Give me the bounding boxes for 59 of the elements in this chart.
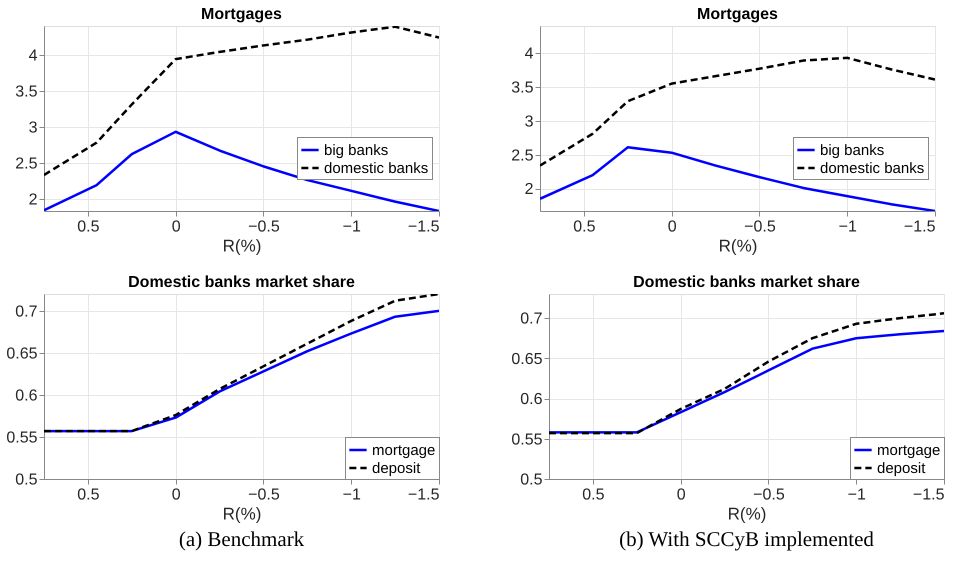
x-tick-label: −1 — [342, 218, 361, 236]
y-tick-label: 3.5 — [511, 79, 534, 96]
text: (a) Benchmark — [178, 527, 305, 551]
chart-title: Domestic banks market share — [128, 274, 355, 291]
y-tick-label: 4 — [524, 46, 534, 63]
y-tick-label: 0.6 — [15, 387, 38, 404]
y-tick-label: 0.5 — [15, 472, 38, 488]
legend-label: domestic banks — [820, 160, 924, 177]
y-tick-label: 0.6 — [520, 391, 543, 408]
y-tick-label: 2.5 — [511, 147, 534, 164]
x-tick-label: −1.5 — [408, 486, 440, 504]
x-tick-label: −1 — [838, 218, 857, 236]
x-tick-label: −1.5 — [904, 218, 936, 236]
x-tick-label: −0.5 — [248, 218, 280, 236]
y-tick-label: 0.7 — [15, 303, 38, 320]
y-tick-label: 0.7 — [520, 310, 543, 328]
x-axis-title: R(%) — [222, 504, 262, 524]
x-axis-title: R(%) — [222, 236, 262, 256]
x-tick-label: 0.5 — [77, 218, 100, 236]
y-tick-label: 0.55 — [511, 431, 543, 448]
y-tick-label: 4 — [28, 47, 38, 64]
legend-label: mortgage — [372, 442, 436, 459]
y-tick-label: 2.5 — [15, 155, 38, 172]
y-tick-label: 2 — [524, 181, 534, 198]
x-tick-label: 0.5 — [77, 486, 100, 504]
chart-title: Mortgages — [201, 6, 282, 23]
legend-label: mortgage — [877, 442, 940, 459]
x-tick-label: −1 — [342, 486, 361, 504]
y-tick-label: 0.5 — [520, 472, 543, 488]
x-tick-label: 0.5 — [573, 218, 596, 236]
legend-label: deposit — [877, 460, 926, 477]
x-tick-label: 0 — [172, 486, 181, 504]
x-tick-label: −0.5 — [753, 486, 785, 504]
x-tick-label: −0.5 — [744, 218, 776, 236]
x-tick-label: 0.5 — [582, 486, 605, 504]
text: (b) With SCCyB implemented — [619, 527, 874, 551]
chart-title: Mortgages — [697, 6, 778, 23]
x-tick-label: −1 — [848, 486, 866, 504]
y-tick-label: 0.65 — [511, 350, 543, 368]
x-axis-title: R(%) — [718, 236, 758, 256]
y-tick-label: 0.65 — [6, 345, 38, 362]
y-tick-label: 2 — [28, 191, 38, 208]
y-tick-label: 0.55 — [6, 429, 38, 446]
x-tick-label: 0 — [668, 218, 677, 236]
x-tick-label: −1.5 — [912, 486, 945, 504]
chart-title: Domestic banks market share — [633, 274, 860, 291]
x-tick-label: 0 — [676, 486, 686, 504]
x-axis-title: R(%) — [728, 504, 766, 524]
y-tick-label: 3 — [524, 113, 534, 130]
legend-label: domestic banks — [324, 160, 428, 177]
x-tick-label: −1.5 — [408, 218, 440, 236]
x-tick-label: 0 — [172, 218, 181, 236]
y-tick-label: 3 — [28, 119, 38, 136]
legend-label: big banks — [324, 142, 388, 159]
y-tick-label: 3.5 — [15, 83, 38, 100]
legend-label: deposit — [372, 460, 422, 477]
x-tick-label: −0.5 — [248, 486, 280, 504]
line-series — [44, 26, 439, 176]
legend-label: big banks — [820, 142, 884, 159]
